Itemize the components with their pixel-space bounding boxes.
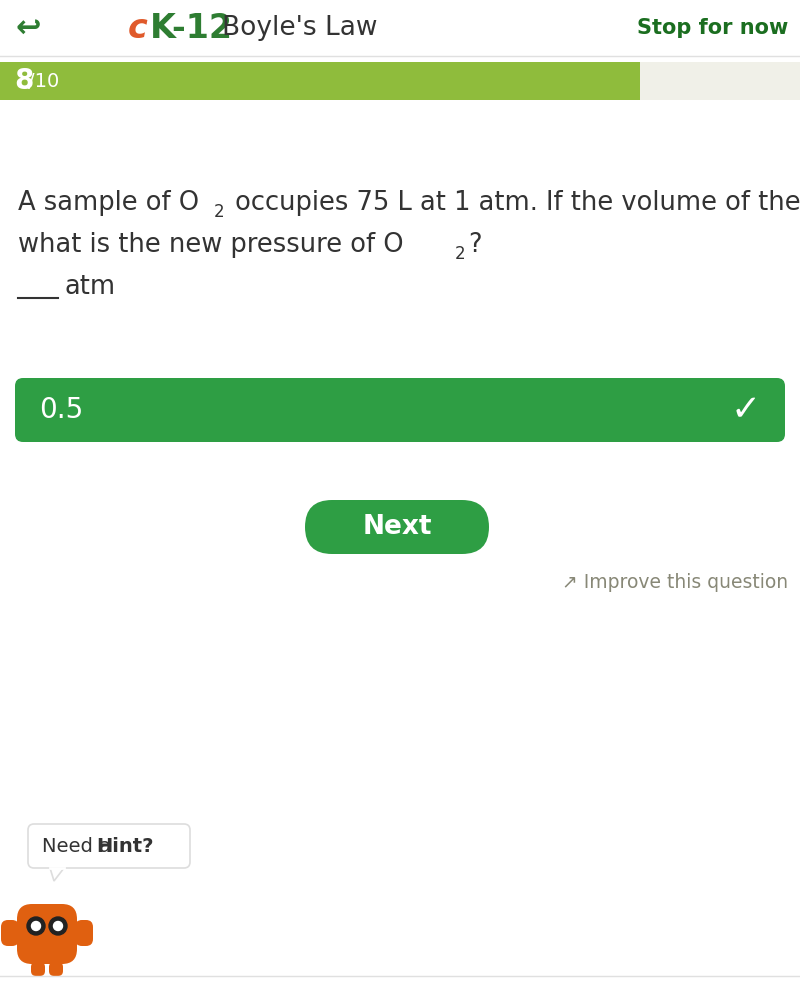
Text: occupies 75 L at 1 atm. If the volume of the sample doubles,: occupies 75 L at 1 atm. If the volume of… bbox=[227, 190, 800, 216]
Text: 0.5: 0.5 bbox=[39, 396, 83, 424]
Circle shape bbox=[31, 921, 41, 931]
Text: ↗ Improve this question: ↗ Improve this question bbox=[562, 573, 788, 591]
FancyBboxPatch shape bbox=[75, 920, 93, 946]
Text: Stop for now: Stop for now bbox=[637, 18, 788, 38]
Text: atm: atm bbox=[64, 274, 115, 300]
Text: Boyle's Law: Boyle's Law bbox=[222, 15, 378, 41]
Text: /10: /10 bbox=[28, 72, 59, 90]
Circle shape bbox=[54, 921, 62, 931]
Text: 2: 2 bbox=[214, 203, 225, 221]
Text: ✓: ✓ bbox=[730, 393, 761, 427]
Text: ↩: ↩ bbox=[15, 14, 41, 42]
FancyBboxPatch shape bbox=[49, 962, 63, 976]
Text: 8: 8 bbox=[14, 67, 34, 95]
FancyBboxPatch shape bbox=[31, 962, 45, 976]
FancyBboxPatch shape bbox=[0, 62, 800, 100]
FancyBboxPatch shape bbox=[28, 824, 190, 868]
Text: A sample of O: A sample of O bbox=[18, 190, 199, 216]
Text: Need a: Need a bbox=[42, 837, 118, 855]
FancyBboxPatch shape bbox=[17, 904, 77, 964]
Text: what is the new pressure of O: what is the new pressure of O bbox=[18, 232, 404, 258]
Circle shape bbox=[27, 917, 45, 935]
FancyBboxPatch shape bbox=[1, 920, 19, 946]
Text: 2: 2 bbox=[455, 245, 466, 263]
FancyBboxPatch shape bbox=[0, 62, 640, 100]
Text: Next: Next bbox=[362, 514, 432, 540]
Text: c: c bbox=[128, 12, 148, 44]
FancyBboxPatch shape bbox=[305, 500, 489, 554]
Text: ?: ? bbox=[468, 232, 482, 258]
Polygon shape bbox=[50, 868, 64, 881]
FancyBboxPatch shape bbox=[15, 378, 785, 442]
Circle shape bbox=[49, 917, 67, 935]
Text: K-12: K-12 bbox=[150, 12, 233, 44]
Text: Hint?: Hint? bbox=[96, 837, 154, 855]
